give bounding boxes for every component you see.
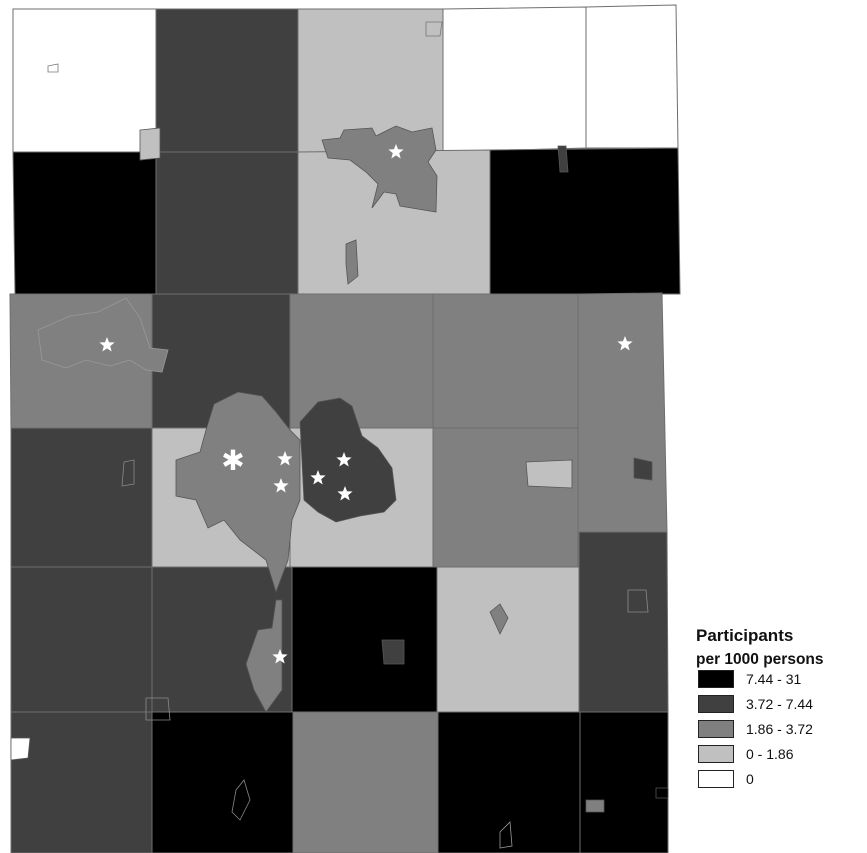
township-r2-c3 bbox=[432, 293, 579, 429]
municipality-small-4 bbox=[10, 737, 31, 761]
legend-swatch bbox=[698, 670, 734, 688]
municipality-west-town bbox=[37, 297, 169, 373]
township-r2-c4 bbox=[577, 292, 668, 533]
municipality-south-town bbox=[245, 599, 283, 713]
municipality-north-town-annex bbox=[345, 239, 359, 285]
township-r0-c4 bbox=[585, 4, 679, 149]
white-star-icon bbox=[273, 478, 289, 493]
township-r1-c3 bbox=[489, 147, 681, 295]
municipality-central-west bbox=[175, 391, 301, 594]
municipality-small-5 bbox=[655, 787, 669, 799]
white-star-icon bbox=[310, 470, 326, 485]
municipality-outline-6 bbox=[425, 21, 443, 37]
municipality-small-1 bbox=[489, 603, 509, 635]
township-r5-c3 bbox=[437, 711, 581, 853]
legend-title: Participants bbox=[696, 626, 794, 645]
township-r2-c2 bbox=[289, 293, 434, 429]
white-star-icon bbox=[337, 486, 353, 501]
township-r4-c0 bbox=[10, 566, 153, 713]
municipality-ne-speck bbox=[557, 145, 569, 173]
municipality-outline-3 bbox=[231, 779, 251, 821]
legend-swatch bbox=[698, 720, 734, 738]
municipality-nw-patch bbox=[139, 127, 161, 161]
municipality-small-2 bbox=[381, 639, 405, 665]
township-r5-c0 bbox=[10, 711, 153, 853]
legend-entry: 1.86 - 3.72 bbox=[698, 720, 862, 742]
legend-entry: 0 - 1.86 bbox=[698, 745, 862, 767]
township-r4-c4 bbox=[578, 531, 669, 713]
white-star-icon bbox=[277, 451, 293, 466]
municipality-east-patch-2 bbox=[633, 457, 653, 481]
municipality-outline-5 bbox=[47, 63, 59, 73]
township-r0-c0 bbox=[12, 8, 157, 153]
white-star-icon bbox=[272, 649, 288, 664]
legend-entry: 0 bbox=[698, 770, 862, 792]
legend-label: 1.86 - 3.72 bbox=[746, 721, 813, 737]
white-star-icon bbox=[388, 144, 404, 159]
township-r4-c2 bbox=[291, 566, 438, 713]
municipality-outline-1 bbox=[627, 589, 649, 613]
township-r3-c3 bbox=[432, 427, 579, 568]
white-star-icon bbox=[99, 337, 115, 352]
township-r5-c2 bbox=[292, 711, 439, 853]
legend-swatch bbox=[698, 745, 734, 763]
legend-swatch bbox=[698, 770, 734, 788]
white-star-icon bbox=[617, 336, 633, 351]
municipality-outline-7 bbox=[121, 459, 135, 487]
legend-swatch bbox=[698, 695, 734, 713]
township-r1-c1 bbox=[155, 151, 299, 295]
legend-subtitle: per 1000 persons bbox=[696, 651, 824, 668]
legend-label: 0 bbox=[746, 771, 754, 787]
municipality-outline-4 bbox=[499, 821, 513, 849]
legend-entry: 7.44 - 31 bbox=[698, 670, 862, 692]
municipality-outline-2 bbox=[145, 697, 171, 721]
legend-entry: 3.72 - 7.44 bbox=[698, 695, 862, 717]
municipality-east-patch-1 bbox=[525, 459, 573, 489]
legend-label: 0 - 1.86 bbox=[746, 746, 794, 762]
white-asterisk-icon: ✱ bbox=[221, 444, 244, 477]
township-r0-c3 bbox=[442, 6, 587, 153]
legend-label: 7.44 - 31 bbox=[746, 671, 802, 687]
township-r1-c0 bbox=[12, 151, 157, 295]
white-star-icon bbox=[336, 452, 352, 467]
municipality-small-3 bbox=[585, 799, 605, 813]
site-markers bbox=[99, 144, 633, 664]
township-r5-c1 bbox=[151, 711, 294, 853]
township-r5-c4 bbox=[579, 711, 669, 853]
municipality-north-town bbox=[321, 125, 438, 213]
municipal-areas bbox=[10, 21, 669, 849]
township-r3-c0 bbox=[10, 427, 153, 568]
township-r0-c1 bbox=[155, 8, 299, 153]
township-r4-c3 bbox=[436, 566, 580, 713]
legend-label: 3.72 - 7.44 bbox=[746, 696, 813, 712]
legend: Participants per 1000 persons 7.44 - 31 3… bbox=[696, 624, 864, 788]
